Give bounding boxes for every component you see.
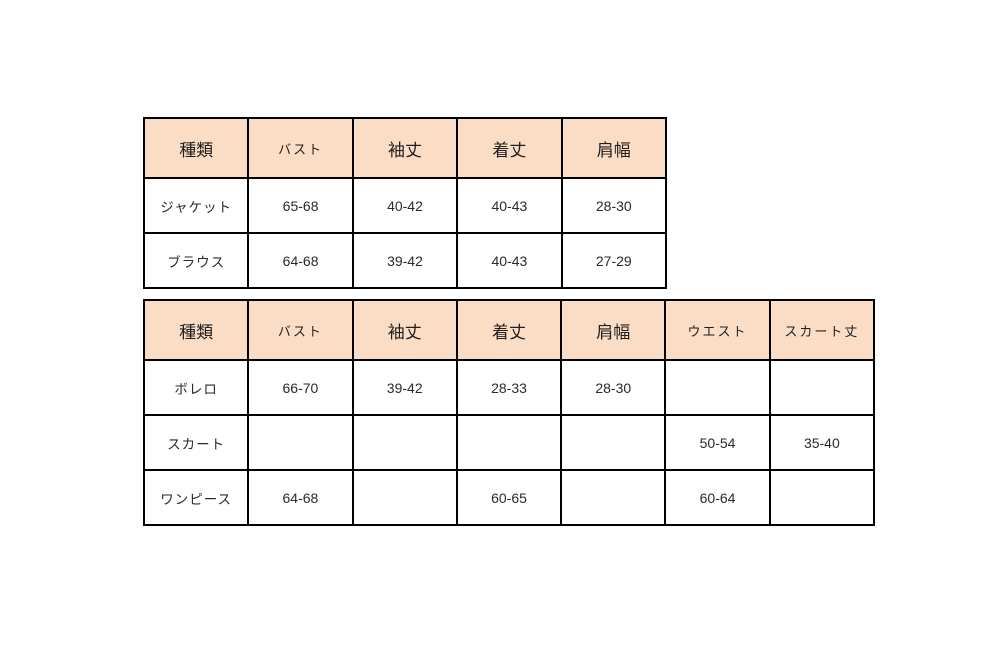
size-cell: 27-29	[560, 232, 668, 289]
size-cell: 50-54	[664, 414, 771, 471]
header-sleeve-length: 袖丈	[351, 117, 459, 179]
row-label-cell: ブラウス	[142, 232, 250, 289]
size-cell: 35-40	[768, 414, 876, 471]
size-cell	[351, 469, 458, 526]
table-row: スカート 50-54 35-40	[142, 414, 876, 471]
size-cell: 40-43	[456, 232, 563, 289]
size-cell: 65-68	[247, 177, 354, 234]
header-shoulder-width: 肩幅	[560, 299, 667, 361]
header-row: 種類 バスト 袖丈 着丈 肩幅 ウエスト スカート丈	[142, 299, 876, 361]
header-body-length: 着丈	[455, 299, 563, 361]
size-cell	[247, 414, 354, 471]
row-label-cell: スカート	[142, 414, 250, 471]
size-cell	[560, 414, 667, 471]
size-cell: 64-68	[247, 232, 354, 289]
table-row: ワンピース 64-68 60-65 60-64	[142, 469, 876, 526]
size-cell	[560, 469, 667, 526]
size-cell: 40-43	[456, 177, 563, 234]
header-type: 種類	[142, 117, 250, 179]
size-chart-table-bottoms: 種類 バスト 袖丈 着丈 肩幅 ウエスト スカート丈 ボレロ 66-70 39-…	[142, 299, 876, 526]
size-cell	[351, 414, 458, 471]
header-type: 種類	[142, 299, 250, 361]
size-cell: 28-30	[560, 177, 668, 234]
row-label-cell: ジャケット	[142, 177, 250, 234]
size-cell: 28-30	[560, 359, 667, 416]
table-row: ボレロ 66-70 39-42 28-33 28-30	[142, 359, 876, 416]
header-skirt-length: スカート丈	[768, 299, 876, 361]
table-row: ジャケット 65-68 40-42 40-43 28-30	[142, 177, 668, 234]
size-cell: 66-70	[247, 359, 354, 416]
size-cell: 60-65	[455, 469, 563, 526]
size-cell: 28-33	[455, 359, 563, 416]
size-cell: 39-42	[351, 232, 459, 289]
size-cell	[664, 359, 771, 416]
header-row: 種類 バスト 袖丈 着丈 肩幅	[142, 117, 668, 179]
size-cell	[768, 359, 876, 416]
header-waist: ウエスト	[664, 299, 771, 361]
header-sleeve-length: 袖丈	[351, 299, 458, 361]
header-bust: バスト	[247, 117, 354, 179]
size-cell: 40-42	[351, 177, 459, 234]
header-bust: バスト	[247, 299, 354, 361]
row-label-cell: ワンピース	[142, 469, 250, 526]
size-cell: 60-64	[664, 469, 771, 526]
size-cell: 64-68	[247, 469, 354, 526]
header-shoulder-width: 肩幅	[560, 117, 668, 179]
size-cell	[455, 414, 563, 471]
row-label-cell: ボレロ	[142, 359, 250, 416]
size-chart-table-tops: 種類 バスト 袖丈 着丈 肩幅 ジャケット 65-68 40-42 40-43 …	[142, 117, 668, 289]
table-row: ブラウス 64-68 39-42 40-43 27-29	[142, 232, 668, 289]
size-cell: 39-42	[351, 359, 458, 416]
header-body-length: 着丈	[456, 117, 563, 179]
size-cell	[768, 469, 876, 526]
